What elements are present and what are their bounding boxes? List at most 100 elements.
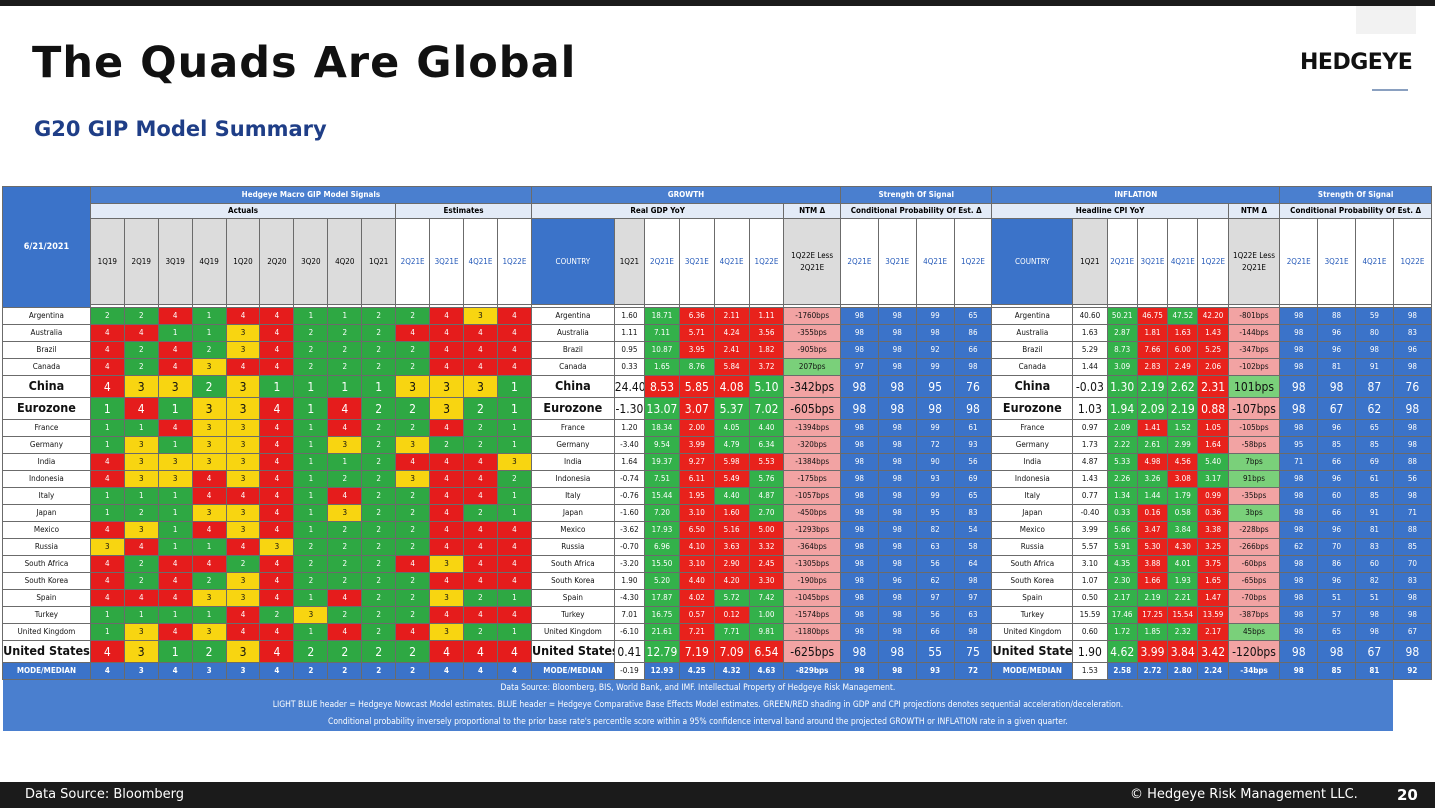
quad-signal: 4 [429,341,464,359]
gdp-value: 6.36 [678,307,715,325]
gdp-probability: 98 [915,397,955,420]
gdp-value: 4.40 [713,487,750,505]
cpi-probability: 98 [1279,341,1319,359]
prob-quarter-header: 4Q21E [1354,218,1394,305]
cpi-value: 1.93 [1167,572,1199,590]
gdp-value: 2.70 [748,504,785,522]
quad-signal: 1 [191,538,227,556]
cpi-probability: 98 [1279,640,1319,663]
quad-signal: 1 [496,397,532,420]
cpi-value: 2.19 [1167,397,1199,420]
gip-model-table: 6/21/2021 Hedgeye Macro GIP Model Signals… [2,186,1433,731]
quad-signal: 1 [157,324,193,342]
quad-signal: 4 [259,341,295,359]
gdp-probability: 65 [953,487,993,505]
quad-signal: 4 [157,341,193,359]
gdp-value: 0.57 [678,606,715,624]
quad-signal: 3 [496,453,532,471]
cpi-probability: 67 [1317,397,1356,420]
cpi-value: 4.98 [1136,453,1169,471]
quad-signal: 2 [395,640,431,663]
quad-signal: 4 [395,324,431,342]
table-row: Japan 1 2 1 3 3 4 1 3 2 2 4 2 1 Japan -1.60 7.20 3.10 1.60… [2,504,1433,522]
cpi-probability: 95 [1279,436,1319,454]
cpi-probability: 83 [1392,572,1433,590]
gdp-value: 5.98 [713,453,750,471]
median-label: MODE/MEDIAN [2,662,91,680]
quad-signal: 4 [89,521,125,539]
cpi-value: 1.44 [1072,358,1108,376]
gdp-value: -4.30 [613,589,646,607]
cpi-value: 4.30 [1167,538,1199,556]
gdp-value: 7.20 [644,504,680,522]
gdp-value: 1.11 [613,324,646,342]
cpi-probability: 87 [1354,375,1394,398]
cpi-value: 42.20 [1197,307,1229,325]
country-name: Russia [2,538,91,556]
country-name: Japan [991,504,1074,522]
gdp-probability: 98 [839,487,879,505]
cpi-ntm-delta: 7bps [1227,453,1281,471]
quad-signal: 4 [157,358,193,376]
quad-signal: 2 [191,375,227,398]
cpi-probability: 98 [1279,572,1319,590]
gdp-value: 12.93 [644,662,680,680]
cpi-probability: 98 [1392,436,1433,454]
cpi-value: 5.66 [1106,521,1138,539]
quad-signal: 2 [123,358,159,376]
gdp-probability: 58 [953,538,993,556]
cpi-probability: 98 [1392,487,1433,505]
gdp-probability: 98 [877,623,917,641]
quad-signal: 3 [225,397,261,420]
quad-signal: 1 [293,375,329,398]
quad-signal: 1 [327,375,363,398]
quad-signal: 3 [123,453,159,471]
gdp-value: 17.87 [644,589,680,607]
quad-signal: 4 [225,606,261,624]
country-name: United Kingdom [991,623,1074,641]
quad-signal: 1 [157,606,193,624]
table-note: Data Source: Bloomberg, BIS, World Bank,… [2,679,1394,697]
cpi-probability: 65 [1354,419,1394,437]
quad-signal: 2 [361,538,397,556]
quad-signal: 4 [123,538,159,556]
quarter-header: 2Q19 [123,218,159,305]
quad-signal: 2 [395,487,431,505]
cpi-value: 46.75 [1136,307,1169,325]
cpi-probability: 98 [1317,375,1356,398]
quad-signal: 3 [395,436,431,454]
actuals-header: Actuals [89,203,397,219]
quad-signal: 4 [259,662,295,680]
cpi-value: 15.54 [1167,606,1199,624]
gdp-ntm-delta: -605bps [783,397,841,420]
quad-signal: 3 [225,375,261,398]
gdp-value: 1.60 [613,307,646,325]
cpi-value: 1.90 [1072,640,1108,663]
gdp-probability: 98 [839,375,879,398]
quad-signal: 4 [89,358,125,376]
cpi-less-header: 1Q22E Less 2Q21E [1227,218,1281,305]
country-name: United States [991,640,1074,663]
gdp-value: 1.95 [678,487,715,505]
quad-signal: 2 [395,662,431,680]
gdp-probability: 54 [953,521,993,539]
quad-signal: 3 [429,555,464,573]
cpi-ntm-delta: 101bps [1227,375,1281,398]
gdp-value: 6.11 [678,470,715,488]
cpi-probability: 91 [1354,504,1394,522]
cpi-probability: 98 [1279,358,1319,376]
gdp-ntm-header: NTM Δ [783,203,841,219]
quad-signal: 2 [463,436,498,454]
cpi-value: 0.36 [1197,504,1229,522]
gdp-value: 2.41 [713,341,750,359]
quad-signal: 1 [157,521,193,539]
table-row: Turkey 1 1 1 1 4 2 3 2 2 2 4 4 4 Turkey 7.01 16.75 0.57 0.… [2,606,1433,624]
cpi-probability: 96 [1317,572,1356,590]
quad-signal: 4 [157,662,193,680]
quad-signal: 4 [429,358,464,376]
quad-signal: 4 [89,324,125,342]
cpi-value: 50.21 [1106,307,1138,325]
quad-signal: 1 [191,324,227,342]
cpi-probability: 96 [1317,324,1356,342]
prob-quarter-header: 1Q22E [1392,218,1433,305]
